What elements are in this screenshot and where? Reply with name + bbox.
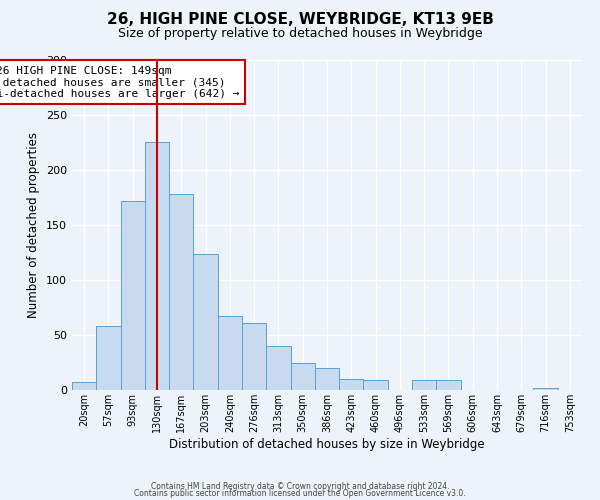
X-axis label: Distribution of detached houses by size in Weybridge: Distribution of detached houses by size … <box>169 438 485 450</box>
Bar <box>169 194 193 390</box>
Bar <box>145 142 169 390</box>
Bar <box>72 382 96 390</box>
Bar <box>266 346 290 390</box>
Y-axis label: Number of detached properties: Number of detached properties <box>28 132 40 318</box>
Bar <box>533 388 558 390</box>
Bar <box>193 254 218 390</box>
Bar <box>290 362 315 390</box>
Bar <box>364 380 388 390</box>
Bar <box>436 380 461 390</box>
Text: 26, HIGH PINE CLOSE, WEYBRIDGE, KT13 9EB: 26, HIGH PINE CLOSE, WEYBRIDGE, KT13 9EB <box>107 12 493 28</box>
Text: 26 HIGH PINE CLOSE: 149sqm
← 35% of detached houses are smaller (345)
65% of sem: 26 HIGH PINE CLOSE: 149sqm ← 35% of deta… <box>0 66 239 98</box>
Text: Contains public sector information licensed under the Open Government Licence v3: Contains public sector information licen… <box>134 489 466 498</box>
Bar <box>339 379 364 390</box>
Bar <box>315 368 339 390</box>
Bar <box>242 323 266 390</box>
Text: Contains HM Land Registry data © Crown copyright and database right 2024.: Contains HM Land Registry data © Crown c… <box>151 482 449 491</box>
Bar <box>121 201 145 390</box>
Bar <box>218 316 242 390</box>
Text: Size of property relative to detached houses in Weybridge: Size of property relative to detached ho… <box>118 28 482 40</box>
Bar <box>412 380 436 390</box>
Bar <box>96 326 121 390</box>
